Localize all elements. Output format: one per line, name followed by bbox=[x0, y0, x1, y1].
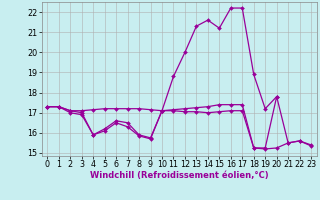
X-axis label: Windchill (Refroidissement éolien,°C): Windchill (Refroidissement éolien,°C) bbox=[90, 171, 268, 180]
